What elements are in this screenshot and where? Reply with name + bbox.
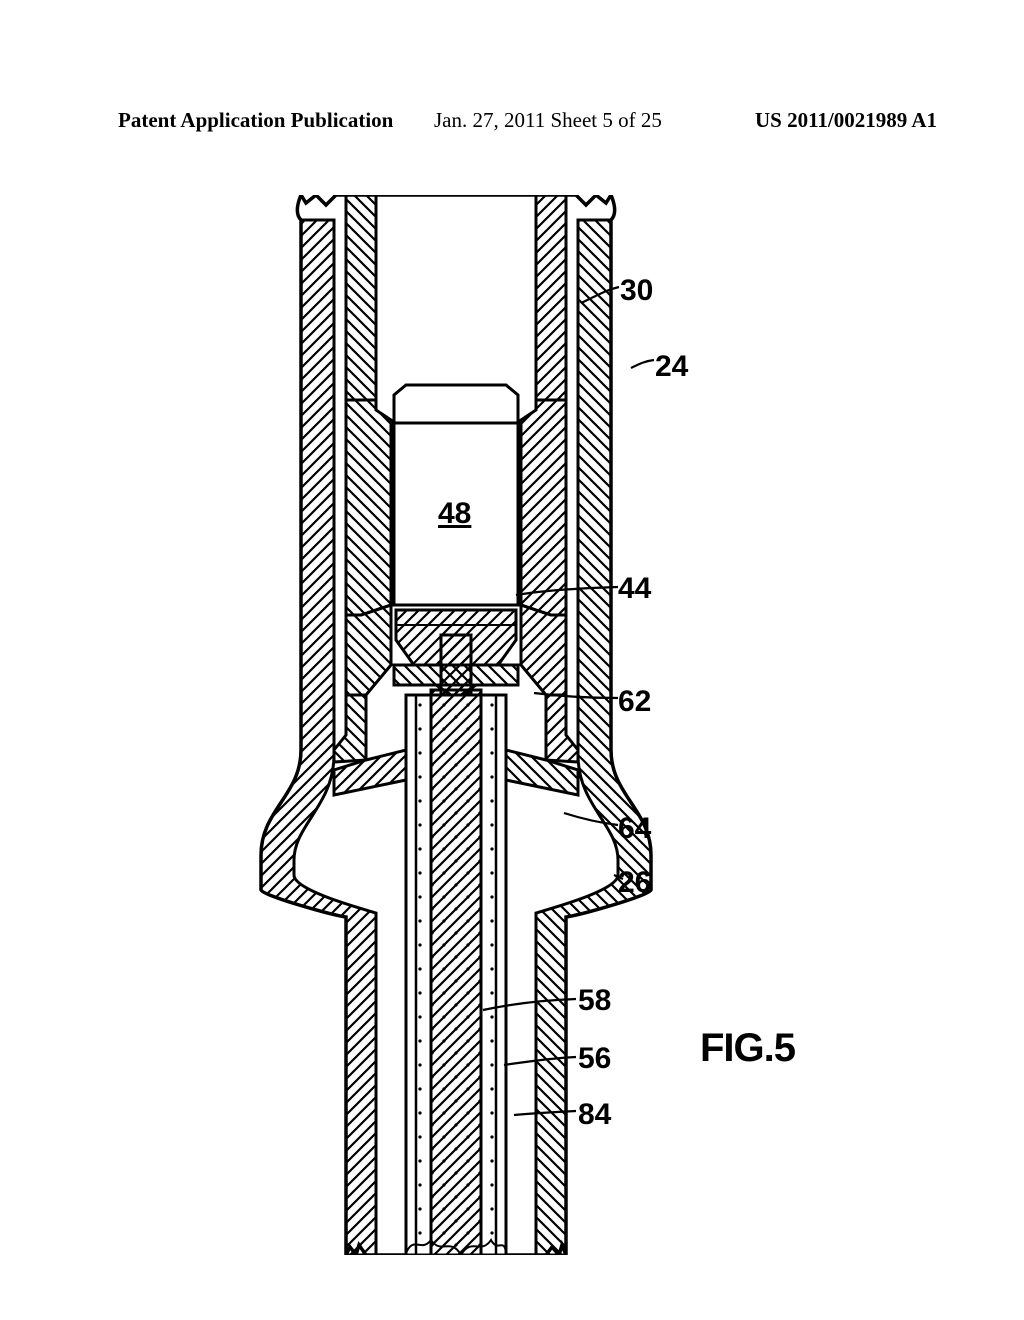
- ref-24: 24: [655, 350, 688, 384]
- figure-label: FIG.5: [700, 1026, 795, 1071]
- figure-drawing: [246, 195, 666, 1255]
- page-header: Patent Application Publication Jan. 27, …: [0, 108, 1024, 138]
- ref-26: 26: [618, 866, 651, 900]
- ref-44: 44: [618, 572, 651, 606]
- pub-type: Patent Application Publication: [118, 108, 393, 133]
- ref-48: 48: [438, 497, 471, 531]
- ref-30: 30: [620, 274, 653, 308]
- ref-62: 62: [618, 685, 651, 719]
- ref-84: 84: [578, 1098, 611, 1132]
- pub-number: US 2011/0021989 A1: [755, 108, 937, 133]
- cross-section-svg: [246, 195, 666, 1255]
- ref-56: 56: [578, 1042, 611, 1076]
- patent-page: Patent Application Publication Jan. 27, …: [0, 0, 1024, 1320]
- date-sheet: Jan. 27, 2011 Sheet 5 of 25: [434, 108, 662, 133]
- ref-64: 64: [618, 812, 651, 846]
- ref-58: 58: [578, 984, 611, 1018]
